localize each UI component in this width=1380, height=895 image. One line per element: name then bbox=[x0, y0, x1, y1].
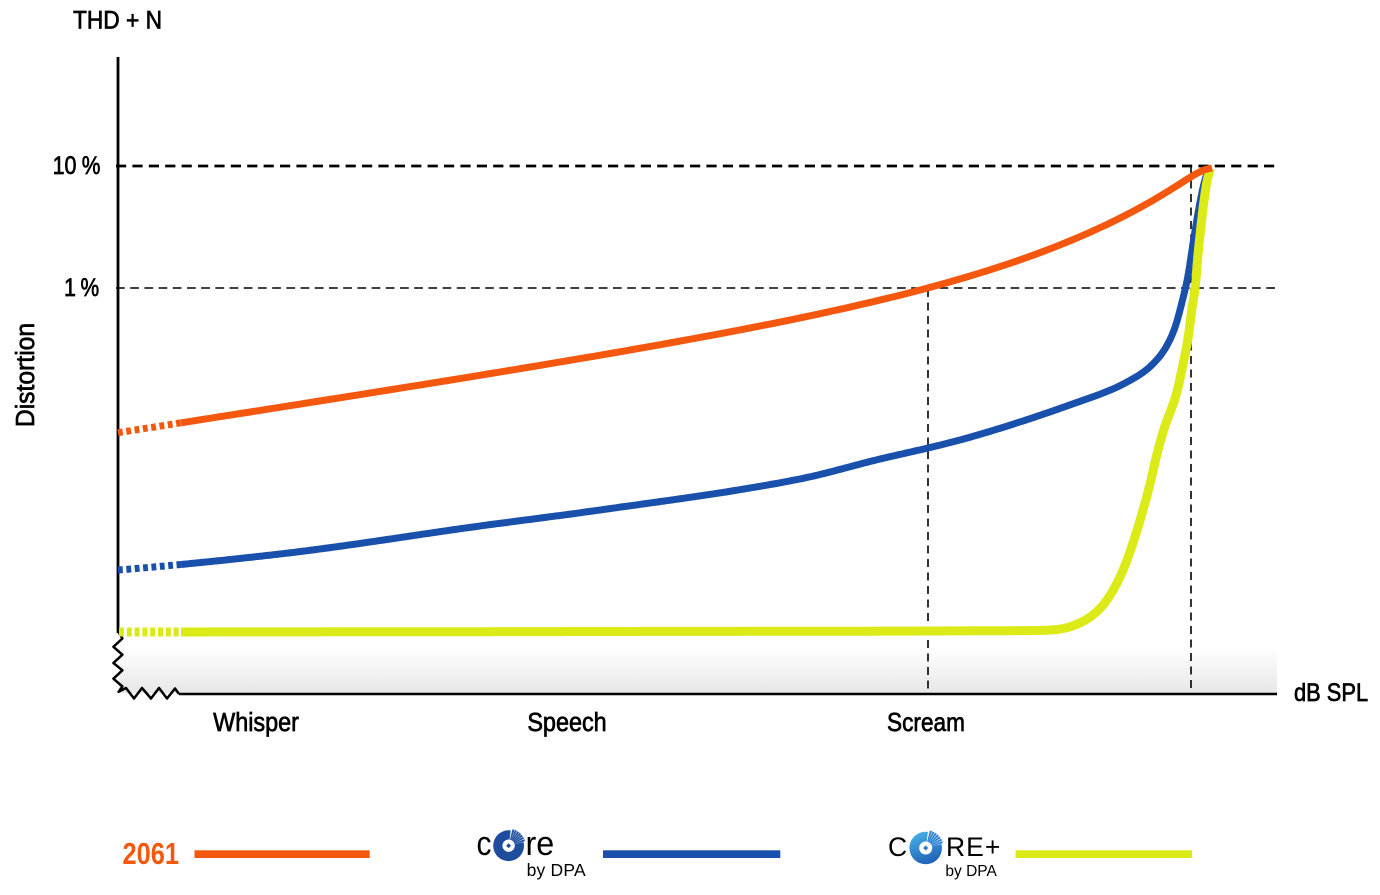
svg-text:Distortion: Distortion bbox=[11, 323, 40, 427]
svg-text:C: C bbox=[888, 832, 907, 862]
svg-text:%: % bbox=[82, 151, 101, 179]
svg-text:Whisper: Whisper bbox=[213, 709, 299, 737]
svg-text:1: 1 bbox=[64, 273, 76, 301]
svg-text:THD + N: THD + N bbox=[73, 7, 162, 35]
svg-text:2061: 2061 bbox=[122, 837, 179, 872]
svg-text:by DPA: by DPA bbox=[945, 863, 997, 880]
svg-text:dB SPL: dB SPL bbox=[1294, 679, 1368, 707]
svg-text:%: % bbox=[81, 273, 100, 301]
svg-text:RE+: RE+ bbox=[946, 832, 1001, 862]
svg-text:c: c bbox=[477, 824, 492, 862]
svg-text:10: 10 bbox=[53, 151, 77, 179]
svg-text:by DPA: by DPA bbox=[527, 860, 586, 880]
svg-text:re: re bbox=[526, 825, 555, 863]
svg-text:Scream: Scream bbox=[887, 709, 965, 738]
svg-text:Speech: Speech bbox=[527, 709, 606, 737]
